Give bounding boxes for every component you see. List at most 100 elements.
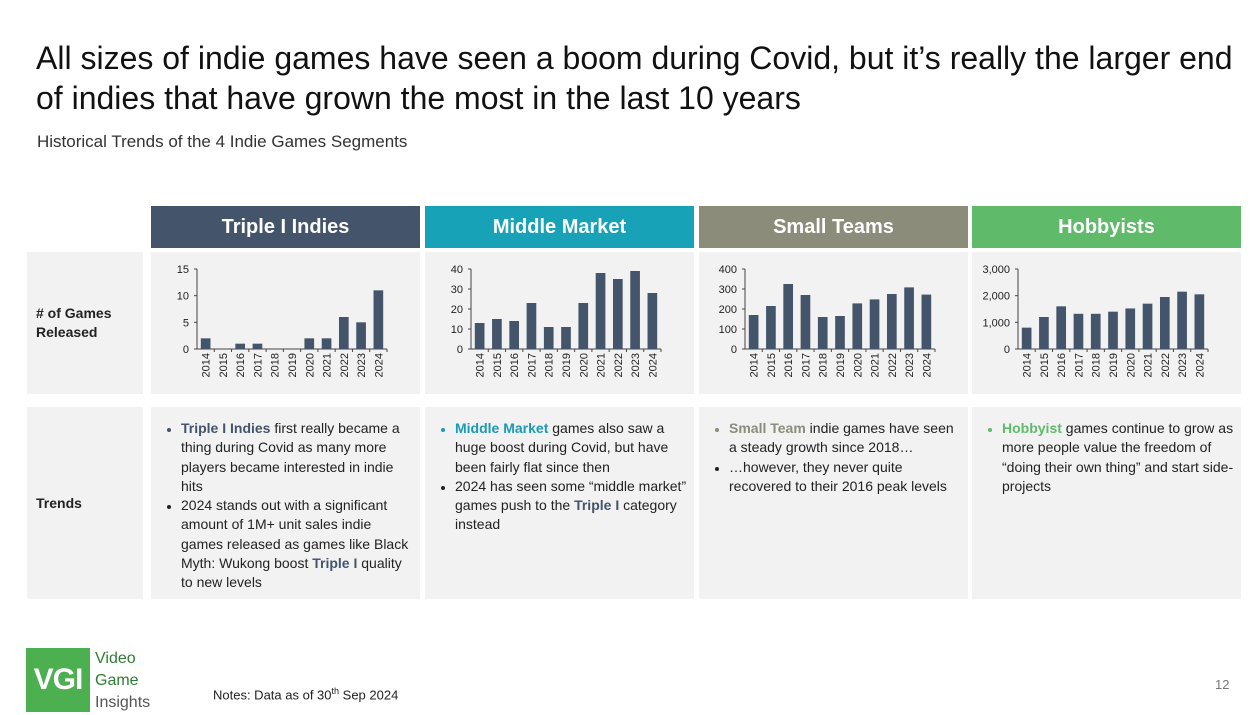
trend-bullet: Hobbyist games continue to grow as more …: [1002, 419, 1235, 496]
x-tick-label: 2024: [921, 353, 933, 377]
bar: [1142, 303, 1153, 349]
bar: [595, 273, 606, 349]
bar: [561, 327, 571, 349]
bar: [886, 294, 897, 349]
y-tick-label: 40: [451, 264, 463, 276]
chart-hobbyists: 0 1,000 2,000 3,000 2014 2015 2016 2017 2018 2019…: [972, 252, 1241, 394]
bar: [869, 299, 880, 349]
bar: [647, 293, 658, 349]
bar: [200, 338, 211, 349]
y-tick-label: 0: [1004, 344, 1010, 356]
bar: [612, 279, 623, 349]
x-tick-label: 2022: [613, 353, 625, 377]
bar: [373, 290, 384, 349]
bar: [526, 303, 537, 349]
y-tick-label: 5: [183, 317, 189, 329]
y-tick-label: 400: [719, 264, 737, 276]
x-tick-label: 2021: [1143, 353, 1155, 377]
x-tick-label: 2018: [1091, 353, 1103, 377]
bar: [748, 315, 759, 349]
x-tick-label: 2021: [596, 353, 608, 377]
bar: [492, 319, 502, 349]
chart-small-teams: 0 100 200 300 400 2014 2015 2016 2017 2018 2019 202…: [699, 252, 968, 394]
x-tick-label: 2023: [904, 353, 916, 377]
footnote-sup: th: [331, 686, 340, 696]
x-tick-label: 2014: [1022, 353, 1034, 377]
x-tick-label: 2016: [235, 353, 247, 377]
trend-bullet: Triple I Indies first really became a th…: [181, 419, 414, 496]
row-label-trends-text: Trends: [36, 494, 82, 511]
trend-bullet: Middle Market games also saw a huge boos…: [455, 419, 688, 477]
trends-list: Small Team indie games have seen a stead…: [699, 419, 968, 496]
y-tick-label: 15: [177, 264, 189, 276]
x-tick-label: 2023: [1177, 353, 1189, 377]
y-tick-label: 1,000: [982, 317, 1010, 329]
x-tick-label: 2016: [783, 353, 795, 377]
bar: [321, 338, 332, 349]
header-small-teams: Small Teams: [699, 206, 968, 248]
x-tick-label: 2020: [304, 353, 316, 377]
row-label-games-released-text: # of Games Released: [36, 305, 112, 340]
bar: [1039, 317, 1049, 349]
y-tick-label: 10: [177, 291, 189, 303]
x-tick-label: 2020: [1125, 353, 1137, 377]
y-tick-label: 20: [451, 304, 463, 316]
bar: [252, 343, 263, 349]
header-middle-market: Middle Market: [425, 206, 694, 248]
x-tick-label: 2022: [1160, 353, 1172, 377]
y-tick-label: 0: [183, 344, 189, 356]
bar-chart-svg: 0 5 10 15 2014 2015 2016 2017 2018 2019 2020 2021 20…: [177, 264, 388, 377]
chart-middle-market: 0 10 20 30 40 2014 2015 2016 2017 2018 2019 2020 202…: [425, 252, 694, 394]
segment-highlight: Triple I: [312, 555, 358, 572]
row-label-games-released: # of Games Released: [27, 252, 143, 394]
x-tick-label: 2019: [561, 353, 573, 377]
y-tick-label: 300: [719, 284, 737, 296]
trend-bullet: 2024 has seen some “middle market” games…: [455, 477, 688, 535]
bar: [356, 322, 366, 349]
y-tick-label: 200: [719, 304, 737, 316]
y-tick-label: 100: [719, 324, 737, 336]
x-tick-label: 2017: [252, 353, 264, 377]
x-tick-label: 2014: [201, 353, 213, 377]
x-tick-label: 2014: [749, 353, 761, 377]
header-triple-i-indies: Triple I Indies: [151, 206, 420, 248]
x-tick-label: 2024: [647, 353, 659, 377]
bar: [904, 287, 914, 349]
x-tick-label: 2020: [852, 353, 864, 377]
x-tick-label: 2019: [1108, 353, 1120, 377]
bar: [1194, 294, 1205, 349]
x-tick-label: 2018: [544, 353, 556, 377]
bar: [766, 306, 776, 349]
bar: [1177, 291, 1187, 349]
y-tick-label: 2,000: [982, 291, 1010, 303]
trends-list: Middle Market games also saw a huge boos…: [425, 419, 694, 535]
bar: [783, 284, 794, 349]
segment-highlight: Triple I: [574, 497, 620, 514]
x-tick-label: 2017: [800, 353, 812, 377]
header-hobbyists: Hobbyists: [972, 206, 1241, 248]
x-tick-label: 2021: [322, 353, 334, 377]
x-tick-label: 2024: [1194, 353, 1206, 377]
bar: [630, 271, 640, 349]
bar-chart-svg: 0 100 200 300 400 2014 2015 2016 2017 2018 2019 202…: [719, 264, 936, 377]
footnote-text: Notes: Data as of 30: [213, 687, 332, 703]
x-tick-label: 2023: [356, 353, 368, 377]
bar: [338, 317, 349, 349]
bar: [509, 321, 520, 349]
x-tick-label: 2014: [475, 353, 487, 377]
y-tick-label: 0: [457, 344, 463, 356]
row-label-trends: Trends: [27, 407, 143, 599]
segment-highlight: Hobbyist: [1002, 420, 1062, 436]
segment-highlight: Small Team: [729, 420, 806, 436]
trend-bullet: 2024 stands out with a significant amoun…: [181, 496, 414, 592]
bar: [817, 317, 828, 349]
x-tick-label: 2023: [630, 353, 642, 377]
bar: [578, 303, 589, 349]
x-tick-label: 2019: [287, 353, 299, 377]
page-number: 12: [1215, 677, 1230, 692]
bar: [1125, 308, 1136, 349]
x-tick-label: 2016: [1056, 353, 1068, 377]
bar: [1159, 297, 1170, 349]
x-tick-label: 2017: [1073, 353, 1085, 377]
bar: [304, 338, 315, 349]
